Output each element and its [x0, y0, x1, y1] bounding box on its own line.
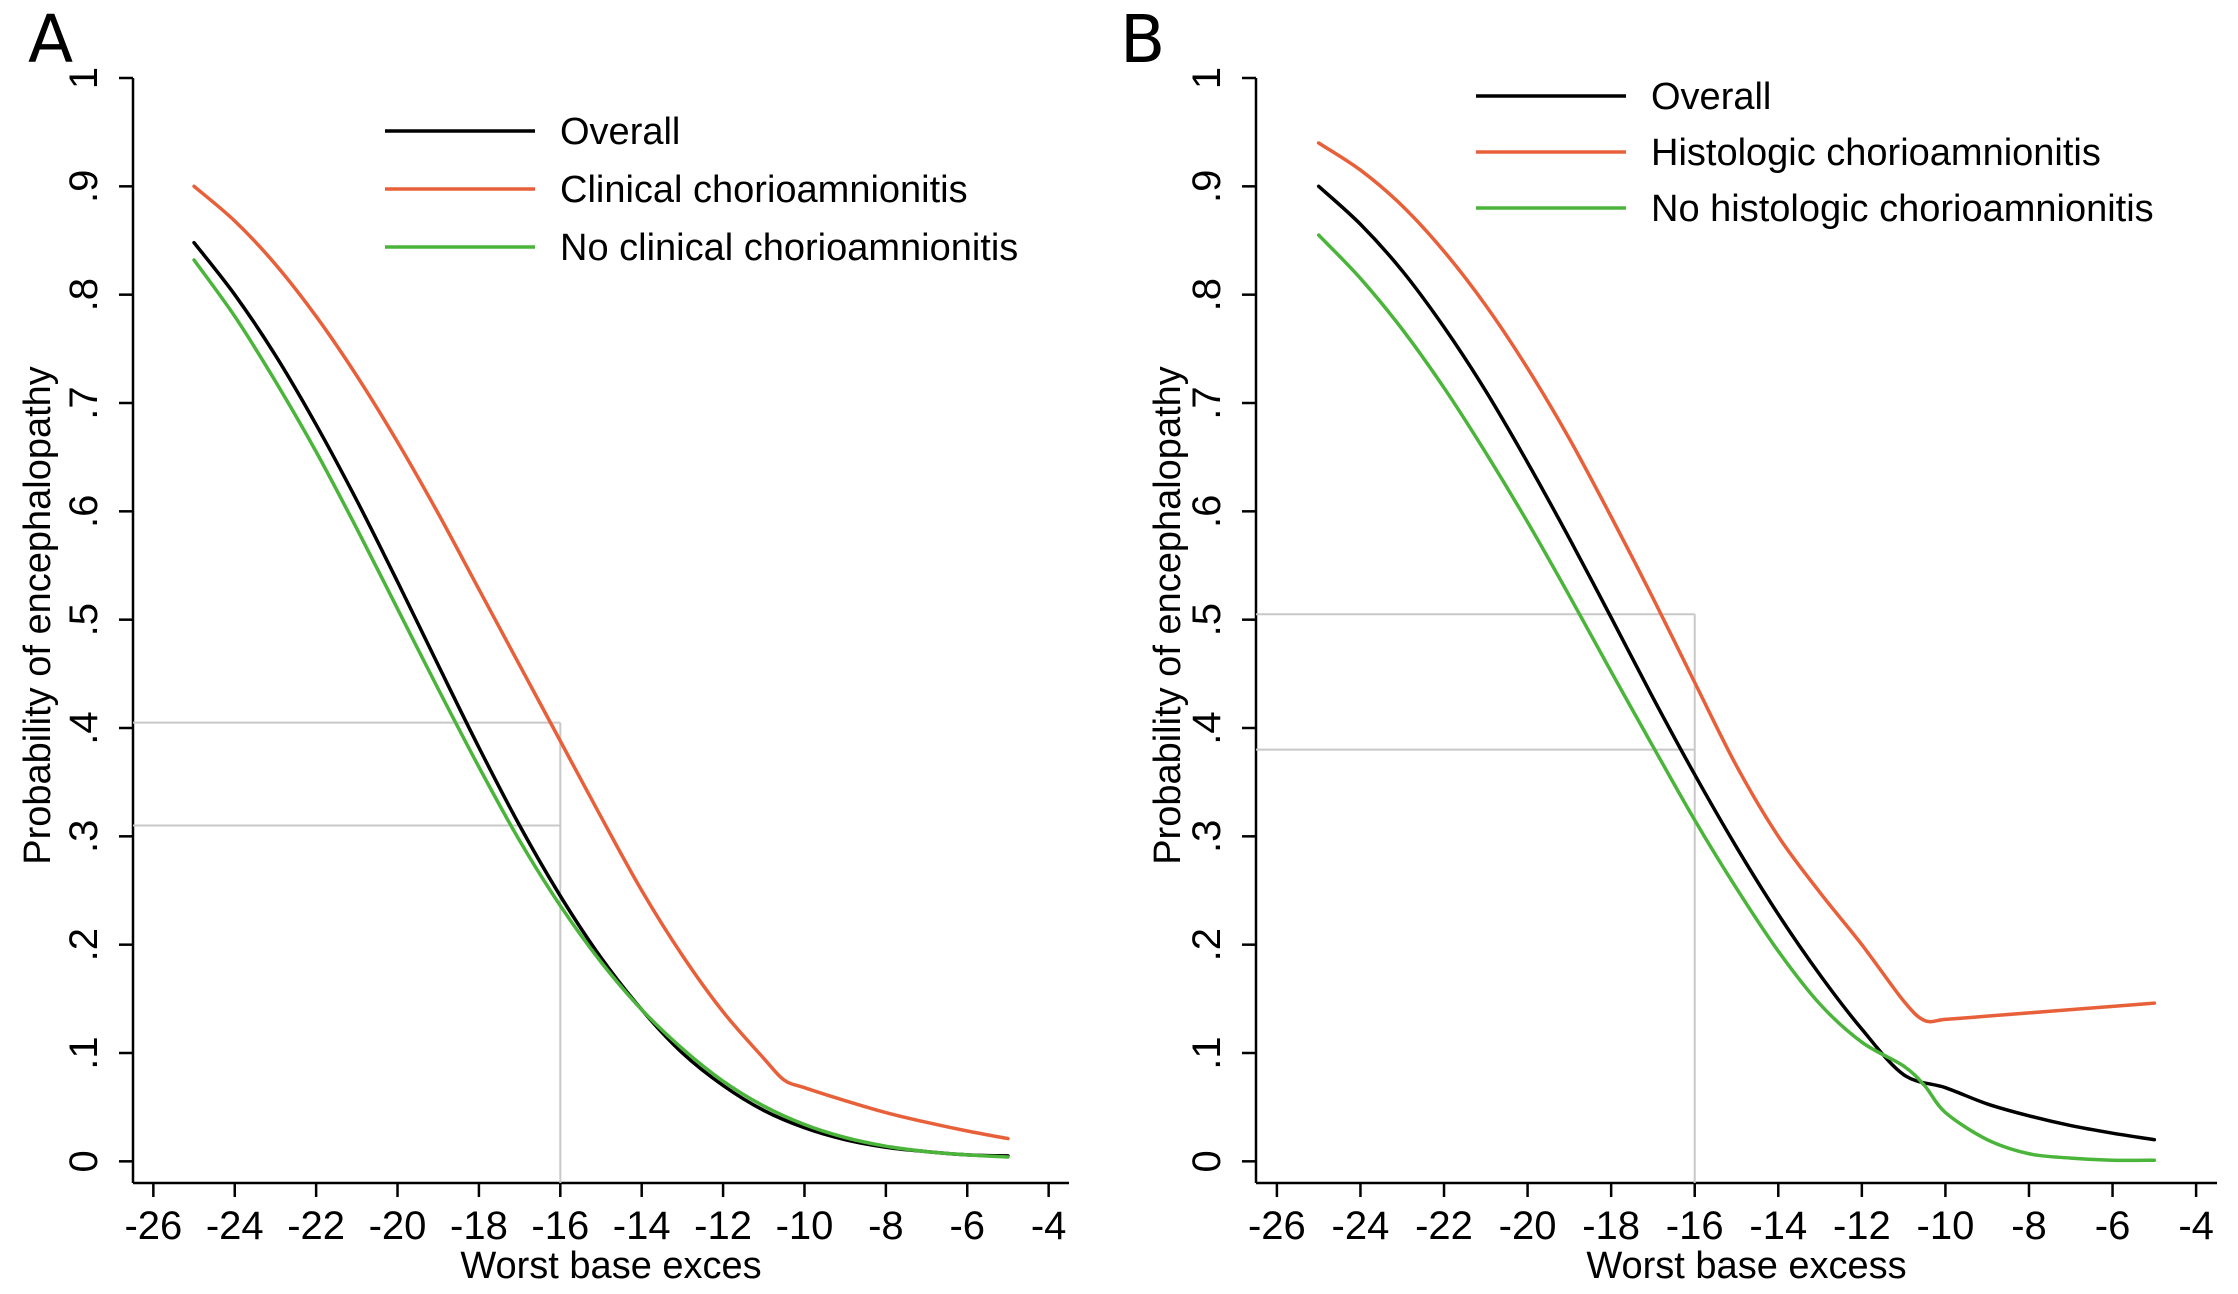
series-line-overall [1316, 184, 2157, 1142]
x-tick-label: -4 [1031, 1204, 1067, 1248]
y-tick-label: 1 [1185, 67, 1229, 89]
series-line-histologic-chorioamnionitis [1316, 141, 2157, 1024]
x-axis-title: Worst base exces [460, 1245, 761, 1287]
y-tick-label: .8 [62, 278, 106, 311]
legend-label: Clinical chorioamnionitis [560, 169, 968, 211]
x-tick-label: -20 [369, 1204, 427, 1248]
legend-b: Overall Histologic chorioamnionitis No his… [1476, 76, 2154, 230]
x-tick-label: -10 [1917, 1204, 1975, 1248]
plot-area-b: 0 .1 .2 .3 .4 .5 .6 .7 .8 .9 1 -26 -24 -22 -20 -18 -16 -1… [1147, 67, 2217, 1287]
legend-item-overall: Overall [385, 111, 680, 153]
x-tick-label: -18 [450, 1204, 508, 1248]
y-axis-title: Probability of encephalopathy [1147, 366, 1189, 865]
x-tick-label: -6 [949, 1204, 985, 1248]
panel-letter-b: B [1120, 1, 1165, 78]
x-tick-label: -24 [206, 1204, 264, 1248]
y-tick-label: .5 [1185, 603, 1229, 636]
legend-item-histologic-chorioamnionitis: Histologic chorioamnionitis [1476, 132, 2101, 174]
legend-a: Overall Clinical chorioamnionitis No clini… [385, 111, 1018, 269]
x-tick-label: -12 [694, 1204, 752, 1248]
series-line-no-histologic-chorioamnionitis [1316, 233, 2157, 1163]
y-tick-label: .2 [62, 928, 106, 961]
x-tick-label: -14 [613, 1204, 671, 1248]
y-tick-label: .8 [1185, 278, 1229, 311]
x-tick-label: -22 [287, 1204, 345, 1248]
legend-label: Overall [560, 111, 680, 153]
legend-label: No clinical chorioamnionitis [560, 227, 1018, 269]
y-tick-label: .1 [1185, 1036, 1229, 1069]
x-tick-label: -16 [1666, 1204, 1724, 1248]
y-tick-label: 0 [1185, 1150, 1229, 1172]
panel-b: B 0 .1 .2 .3 .4 .5 .6 .7 .8 .9 1 -26 -24 -22 -20 -18 -16… [1120, 1, 2217, 1287]
panel-letter-a: A [28, 1, 73, 78]
y-tick-label: .7 [62, 386, 106, 419]
y-tick-label: .4 [1185, 711, 1229, 744]
series-line-clinical-chorioamnionitis [192, 184, 1010, 1141]
x-tick-label: -12 [1833, 1204, 1891, 1248]
legend-item-clinical-chorioamnionitis: Clinical chorioamnionitis [385, 169, 968, 211]
legend-label: No histologic chorioamnionitis [1651, 188, 2154, 230]
y-tick-label: 1 [62, 67, 106, 89]
legend-label: Overall [1651, 76, 1771, 118]
legend-item-overall: Overall [1476, 76, 1771, 118]
x-tick-label: -22 [1415, 1204, 1473, 1248]
y-tick-label: .3 [1185, 820, 1229, 853]
x-tick-label: -4 [2178, 1204, 2214, 1248]
y-tick-label: .5 [62, 603, 106, 636]
x-tick-label: -8 [868, 1204, 904, 1248]
legend-item-no-histologic-chorioamnionitis: No histologic chorioamnionitis [1476, 188, 2154, 230]
y-tick-label: .9 [62, 170, 106, 203]
x-tick-label: -26 [124, 1204, 182, 1248]
x-tick-label: -20 [1499, 1204, 1557, 1248]
x-tick-label: -16 [531, 1204, 589, 1248]
y-tick-label: .1 [62, 1036, 106, 1069]
y-tick-label: .4 [62, 711, 106, 744]
series-line-overall [192, 240, 1010, 1158]
y-tick-label: .6 [1185, 495, 1229, 528]
x-tick-label: -24 [1332, 1204, 1390, 1248]
x-tick-label: -18 [1582, 1204, 1640, 1248]
x-axis-title: Worst base excess [1586, 1245, 1906, 1287]
x-tick-label: -14 [1749, 1204, 1807, 1248]
y-tick-label: .7 [1185, 386, 1229, 419]
y-tick-label: .6 [62, 495, 106, 528]
x-tick-label: -8 [2011, 1204, 2047, 1248]
x-tick-label: -10 [776, 1204, 834, 1248]
plot-area-a: 0 .1 .2 .3 .4 .5 .6 .7 .8 .9 1 -26 -24 -22 -20 -18 -16 -1… [17, 67, 1069, 1287]
x-tick-label: -6 [2095, 1204, 2131, 1248]
y-tick-label: .2 [1185, 928, 1229, 961]
x-tick-label: -26 [1248, 1204, 1306, 1248]
panel-a: A 0 .1 .2 .3 .4 .5 .6 .7 .8 .9 1 -26 -24 -22 -20 -18 -16… [17, 1, 1069, 1287]
y-tick-label: 0 [62, 1150, 106, 1172]
series-line-no-clinical-chorioamnionitis [192, 258, 1010, 1159]
legend-item-no-clinical-chorioamnionitis: No clinical chorioamnionitis [385, 227, 1018, 269]
y-tick-label: .9 [1185, 170, 1229, 203]
legend-label: Histologic chorioamnionitis [1651, 132, 2101, 174]
y-axis-title: Probability of encephalopathy [17, 366, 59, 865]
y-tick-label: .3 [62, 820, 106, 853]
